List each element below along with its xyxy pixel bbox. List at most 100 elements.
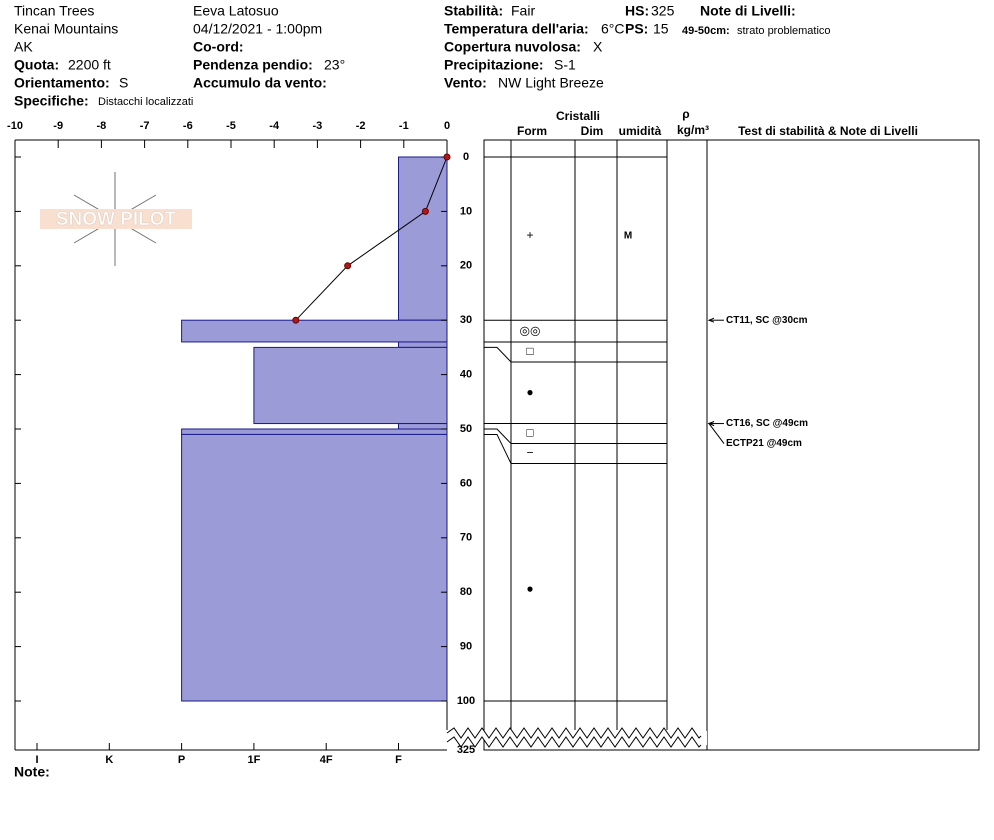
field-label: PS: xyxy=(625,21,648,37)
y-tick-label: 100 xyxy=(457,695,475,707)
field-label: Note di Livelli: xyxy=(700,3,796,19)
x-tick-label: -1 xyxy=(399,120,409,132)
column-header: kg/m³ xyxy=(677,123,709,137)
test-label: CT16, SC @49cm xyxy=(726,418,808,429)
datetime: 04/12/2021 - 1:00pm xyxy=(193,21,322,37)
field-value: 23° xyxy=(324,57,345,73)
layer-connector xyxy=(484,346,667,363)
y-tick-label: 10 xyxy=(460,205,472,217)
x-tick-label: -7 xyxy=(140,120,150,132)
crystal-form: ● xyxy=(526,385,533,399)
hardness-bar xyxy=(181,433,448,702)
hardness-label: F xyxy=(395,754,402,766)
test-arrowhead xyxy=(707,317,715,323)
column-header: ρ xyxy=(682,107,689,121)
location: Tincan Trees xyxy=(14,3,94,19)
x-tick-label: -6 xyxy=(183,120,193,132)
y-tick-label: 0 xyxy=(463,151,469,163)
column-header: Form xyxy=(517,124,547,138)
layer-note-depth: 49-50cm: xyxy=(682,25,730,37)
temperature-point xyxy=(292,316,300,324)
y-tick-label: 60 xyxy=(460,477,472,489)
crystal-form: + xyxy=(526,228,533,242)
crystal-form: □ xyxy=(526,344,533,358)
column-header: Dim xyxy=(581,124,604,138)
x-tick-label: -5 xyxy=(226,120,236,132)
temperature-point xyxy=(344,262,352,270)
hardness-bar xyxy=(181,428,448,435)
field-value: 2200 ft xyxy=(68,57,111,73)
crystal-form: ◎◎ xyxy=(520,323,541,337)
field-label: Precipitazione: xyxy=(444,57,544,73)
layer-note-text: strato problematico xyxy=(737,25,831,37)
field-label: Accumulo da vento: xyxy=(193,75,327,91)
field-value: 15 xyxy=(653,21,669,37)
hardness-label: 1F xyxy=(247,754,260,766)
x-tick-label: -3 xyxy=(313,120,323,132)
field-label: Stabilità: xyxy=(444,3,503,19)
temperature-line xyxy=(295,156,448,321)
test-arrowhead xyxy=(707,421,715,427)
y-tick-label: 30 xyxy=(460,314,472,326)
field-label: Specifiche: xyxy=(14,93,89,109)
crystal-form: ● xyxy=(526,582,533,596)
crystal-form: − xyxy=(526,446,533,460)
field-value: X xyxy=(593,39,603,55)
field-value: NW Light Breeze xyxy=(498,75,604,91)
logo: SNOW PILOT xyxy=(40,172,192,266)
field-label: Temperatura dell'aria: xyxy=(444,21,589,37)
hardness-label: K xyxy=(105,754,113,766)
frames xyxy=(14,139,980,751)
column-header: Test di stabilità & Note di Livelli xyxy=(738,124,918,138)
x-tick-label: -2 xyxy=(356,120,366,132)
field-value: S xyxy=(119,75,128,91)
x-tick-label: -4 xyxy=(269,120,280,132)
field-value: Fair xyxy=(511,3,535,19)
layer-connector xyxy=(484,428,667,445)
column-header: Cristalli xyxy=(556,109,600,123)
field-label: Quota: xyxy=(14,57,59,73)
column-header: umidità xyxy=(619,124,662,138)
hardness-bar xyxy=(398,341,448,348)
field-value: 6°C xyxy=(601,21,625,37)
y-tick-label: 40 xyxy=(460,369,472,381)
note-label: Note: xyxy=(14,764,50,780)
hardness-label: I xyxy=(35,754,38,766)
field-label: HS: xyxy=(625,3,649,19)
y-tick-label: 70 xyxy=(460,532,472,544)
field-value: 325 xyxy=(651,3,675,19)
test-label: ECTP21 @49cm xyxy=(726,438,802,449)
field-label: Orientamento: xyxy=(14,75,110,91)
x-tick-label: -10 xyxy=(7,120,23,132)
test-label: CT11, SC @30cm xyxy=(726,315,808,326)
field-label: Copertura nuvolosa: xyxy=(444,39,581,55)
logo-text: SNOW PILOT xyxy=(56,209,177,230)
hardness-bar xyxy=(398,423,448,430)
observer: Eeva Latosuo xyxy=(193,3,279,19)
field-value: S-1 xyxy=(554,57,576,73)
hardness-label: 4F xyxy=(320,754,333,766)
y-tick-label: 80 xyxy=(460,586,472,598)
hs-tick-label: 325 xyxy=(457,744,475,756)
y-tick-label: 90 xyxy=(460,641,472,653)
temperature-point xyxy=(421,207,429,215)
field-label: Pendenza pendio: xyxy=(193,57,313,73)
field-label: Co-ord: xyxy=(193,39,244,55)
x-tick-label: -8 xyxy=(97,120,107,132)
crystal-form: □ xyxy=(526,426,533,440)
x-tick-label: -9 xyxy=(53,120,63,132)
field-label: Vento: xyxy=(444,75,487,91)
test-pointer xyxy=(708,423,725,444)
y-tick-label: 20 xyxy=(460,260,472,272)
hardness-bar xyxy=(181,319,448,343)
state: AK xyxy=(14,39,33,55)
logo-band xyxy=(40,209,192,229)
x-tick-label: 0 xyxy=(444,120,450,132)
y-tick-label: 50 xyxy=(460,423,472,435)
hardness-bar xyxy=(253,346,448,425)
range: Kenai Mountains xyxy=(14,21,118,37)
temperature-point xyxy=(443,153,451,161)
layer-connector xyxy=(484,433,667,465)
moisture: M xyxy=(624,231,632,242)
